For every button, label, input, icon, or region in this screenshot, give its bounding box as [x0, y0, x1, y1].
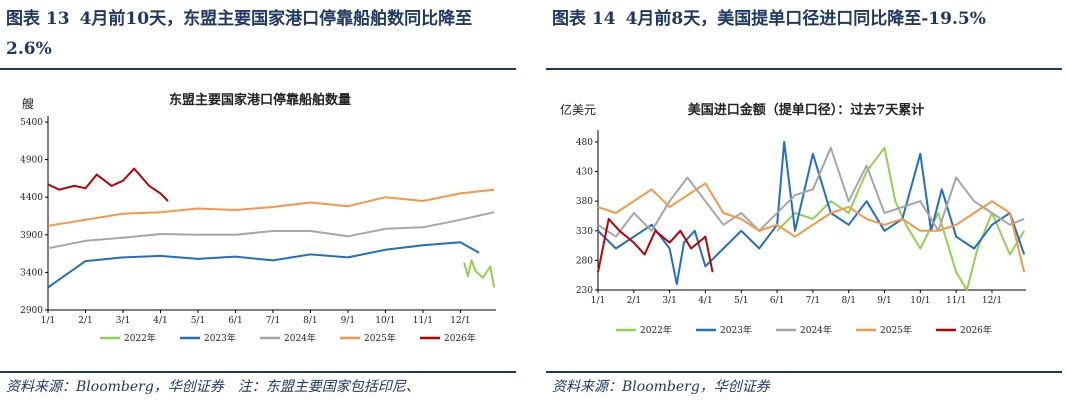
x-tick-label: 8/1 [303, 316, 317, 326]
x-tick-label: 5/1 [191, 316, 205, 326]
right-bottom-rule [546, 371, 1062, 373]
x-tick-label: 3/1 [116, 316, 130, 326]
y-tick-label: 4400 [20, 193, 43, 203]
x-tick-label: 1/1 [591, 296, 605, 306]
y-axis-unit-label: 艘 [22, 96, 34, 111]
right-figure-title-text: 4月前8天，美国提单口径进口同比降至-19.5% [625, 9, 986, 29]
x-tick-label: 10/1 [910, 296, 930, 306]
series-line-4 [47, 188, 495, 227]
left-bottom-rule [0, 371, 516, 373]
right-figure-title: 图表 14 4月前8天，美国提单口径进口同比降至-19.5% [552, 4, 1062, 34]
series-line-4 [597, 182, 1026, 273]
right-us-imports-chart: 美国进口金额（提单口径）：过去7天累计 亿美元 230 280 330 380 430 480… [560, 102, 1026, 336]
x-tick-label: 1/1 [41, 316, 55, 326]
y-tick-label: 330 [576, 227, 593, 237]
right-figure-number: 图表 14 [552, 9, 616, 29]
series-line-1 [463, 259, 496, 288]
x-tick-label: 7/1 [806, 296, 820, 306]
right-top-rule [546, 68, 1062, 70]
legend-label: 2023年 [204, 332, 236, 344]
y-tick-label: 2900 [20, 306, 43, 316]
left-source-note: 资料来源：Bloomberg，华创证券 注：东盟主要国家包括印尼、 [6, 379, 420, 395]
x-tick-label: 6/1 [770, 296, 784, 306]
y-tick-label: 280 [576, 256, 593, 266]
left-top-rule [0, 68, 516, 70]
x-tick-label: 7/1 [266, 316, 280, 326]
chart-title: 东盟主要国家港口停靠船舶数量 [169, 92, 351, 108]
x-tick-label: 12/1 [982, 296, 1002, 306]
y-axis-unit-label: 亿美元 [560, 102, 596, 117]
y-tick-label: 3400 [20, 268, 43, 278]
x-tick-label: 3/1 [662, 296, 676, 306]
legend-label: 2022年 [124, 332, 156, 344]
legend-label: 2022年 [640, 324, 672, 336]
x-tick-label: 11/1 [946, 296, 966, 306]
y-tick-label: 3900 [20, 231, 43, 241]
x-tick-label: 12/1 [450, 316, 470, 326]
y-tick-label: 230 [576, 286, 593, 296]
x-tick-label: 9/1 [341, 316, 355, 326]
x-tick-label: 2/1 [627, 296, 641, 306]
y-tick-label: 430 [576, 168, 593, 178]
legend-label: 2024年 [284, 332, 316, 344]
legend-label: 2026年 [444, 332, 476, 344]
x-tick-label: 8/1 [841, 296, 855, 306]
series-line-5 [47, 167, 169, 202]
y-tick-label: 5400 [20, 118, 43, 128]
x-tick-label: 2/1 [78, 316, 92, 326]
x-tick-label: 11/1 [413, 316, 433, 326]
y-tick-label: 380 [576, 197, 593, 207]
y-tick-label: 4900 [20, 156, 43, 166]
x-tick-label: 6/1 [228, 316, 242, 326]
right-source-note: 资料来源：Bloomberg，华创证券 [552, 379, 770, 395]
chart-title: 美国进口金额（提单口径）：过去7天累计 [688, 102, 925, 118]
left-figure-title: 图表 13 4月前10天，东盟主要国家港口停靠船舶数同比降至2.6% [6, 4, 516, 64]
series-line-3 [47, 211, 495, 250]
legend-label: 2023年 [720, 324, 752, 336]
legend-label: 2025年 [880, 324, 912, 336]
legend-label: 2026年 [960, 324, 992, 336]
x-tick-label: 10/1 [375, 316, 395, 326]
y-tick-label: 480 [576, 138, 593, 148]
series-line-5 [597, 217, 714, 273]
series-line-3 [597, 146, 1025, 238]
left-ship-calls-chart: 东盟主要国家港口停靠船舶数量 艘 2900 3400 3900 4400 4900 5400 1… [20, 92, 496, 344]
x-tick-label: 5/1 [734, 296, 748, 306]
left-figure-panel: 图表 13 4月前10天，东盟主要国家港口停靠船舶数同比降至2.6% 东盟主要国家… [0, 0, 520, 414]
x-tick-label: 9/1 [877, 296, 891, 306]
legend-label: 2025年 [364, 332, 396, 344]
x-tick-label: 4/1 [153, 316, 167, 326]
legend-label: 2024年 [800, 324, 832, 336]
series-line-2 [47, 241, 480, 289]
left-figure-number: 图表 13 [6, 9, 70, 29]
x-tick-label: 4/1 [698, 296, 712, 306]
right-figure-panel: 图表 14 4月前8天，美国提单口径进口同比降至-19.5% 美国进口金额（提单口… [546, 0, 1066, 414]
left-figure-title-text: 4月前10天，东盟主要国家港口停靠船舶数同比降至2.6% [6, 9, 473, 59]
